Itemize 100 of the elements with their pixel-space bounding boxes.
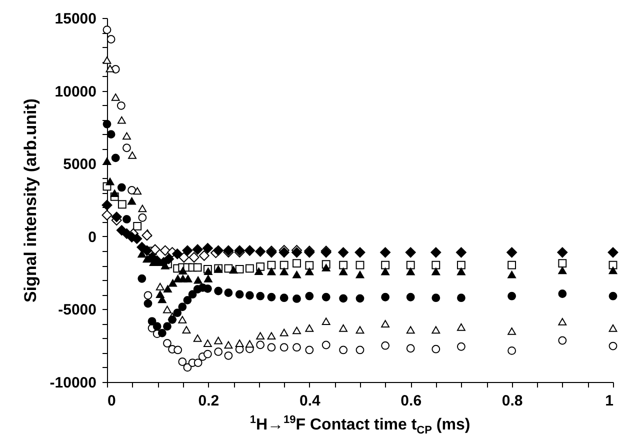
point <box>280 343 288 352</box>
point <box>280 260 288 270</box>
point <box>142 245 152 256</box>
point <box>128 151 137 159</box>
point <box>150 244 160 255</box>
point <box>110 190 119 198</box>
point <box>432 344 440 354</box>
point <box>122 132 131 140</box>
point <box>255 246 266 257</box>
point <box>128 186 136 194</box>
point <box>224 288 233 297</box>
x-tick-label: 0 <box>108 392 116 410</box>
point <box>133 187 142 195</box>
point <box>381 292 390 302</box>
point <box>172 248 183 260</box>
point <box>406 260 415 270</box>
point <box>608 292 618 300</box>
point <box>267 268 276 276</box>
point <box>116 101 126 110</box>
point <box>192 244 203 255</box>
point <box>406 268 415 276</box>
point <box>106 178 114 186</box>
point <box>267 260 276 270</box>
x-tick-label: 0.2 <box>198 392 220 410</box>
point <box>178 267 188 274</box>
point <box>339 268 348 276</box>
point <box>339 260 348 270</box>
point <box>608 266 618 274</box>
x-tick-label: 1 <box>605 392 614 410</box>
point <box>245 340 254 348</box>
point <box>305 324 314 332</box>
point <box>111 212 122 222</box>
point <box>456 294 466 302</box>
point <box>508 270 516 278</box>
point <box>204 274 212 282</box>
point <box>406 292 415 302</box>
point <box>158 328 166 338</box>
point <box>235 290 244 299</box>
point <box>430 247 442 258</box>
point <box>406 344 415 353</box>
point <box>138 204 147 212</box>
point <box>245 291 254 300</box>
point <box>381 320 390 328</box>
point <box>405 247 416 258</box>
point <box>224 264 233 273</box>
point <box>280 328 288 336</box>
point <box>280 294 288 302</box>
point <box>356 326 364 334</box>
point <box>305 268 314 276</box>
point <box>508 260 516 270</box>
point <box>128 197 136 205</box>
point <box>168 279 177 287</box>
point <box>229 266 238 274</box>
point <box>194 276 202 284</box>
point <box>118 200 126 209</box>
point <box>322 340 330 350</box>
y-axis-title: Signal intensity (arb.unit) <box>20 98 40 303</box>
point <box>456 247 466 258</box>
point <box>182 245 193 256</box>
point <box>456 342 466 351</box>
point <box>174 346 182 354</box>
point <box>356 270 364 278</box>
point <box>322 292 330 302</box>
point <box>256 332 265 340</box>
point <box>111 93 120 101</box>
point <box>203 340 212 347</box>
point <box>102 200 112 210</box>
point <box>267 332 276 340</box>
point <box>292 247 302 258</box>
point <box>305 292 314 300</box>
point <box>214 286 223 296</box>
point <box>339 294 348 303</box>
point <box>406 326 415 334</box>
point <box>508 292 516 300</box>
point <box>506 247 518 258</box>
point <box>280 268 288 276</box>
point <box>117 183 126 192</box>
x-tick-label: 0.6 <box>400 392 422 410</box>
point <box>106 130 116 139</box>
point <box>245 264 254 273</box>
point <box>163 254 174 264</box>
point <box>292 326 301 334</box>
point <box>356 294 364 303</box>
point <box>102 56 112 64</box>
point <box>188 252 200 263</box>
point <box>292 343 301 352</box>
point <box>557 247 568 258</box>
point <box>432 326 440 334</box>
point <box>508 327 516 335</box>
point <box>144 291 152 300</box>
point <box>188 290 197 299</box>
point <box>432 260 440 270</box>
point <box>184 274 192 282</box>
point <box>102 26 112 34</box>
point <box>178 358 187 366</box>
point <box>456 260 466 270</box>
point <box>508 346 516 355</box>
point <box>194 358 202 367</box>
point <box>608 342 618 350</box>
point <box>558 259 567 268</box>
